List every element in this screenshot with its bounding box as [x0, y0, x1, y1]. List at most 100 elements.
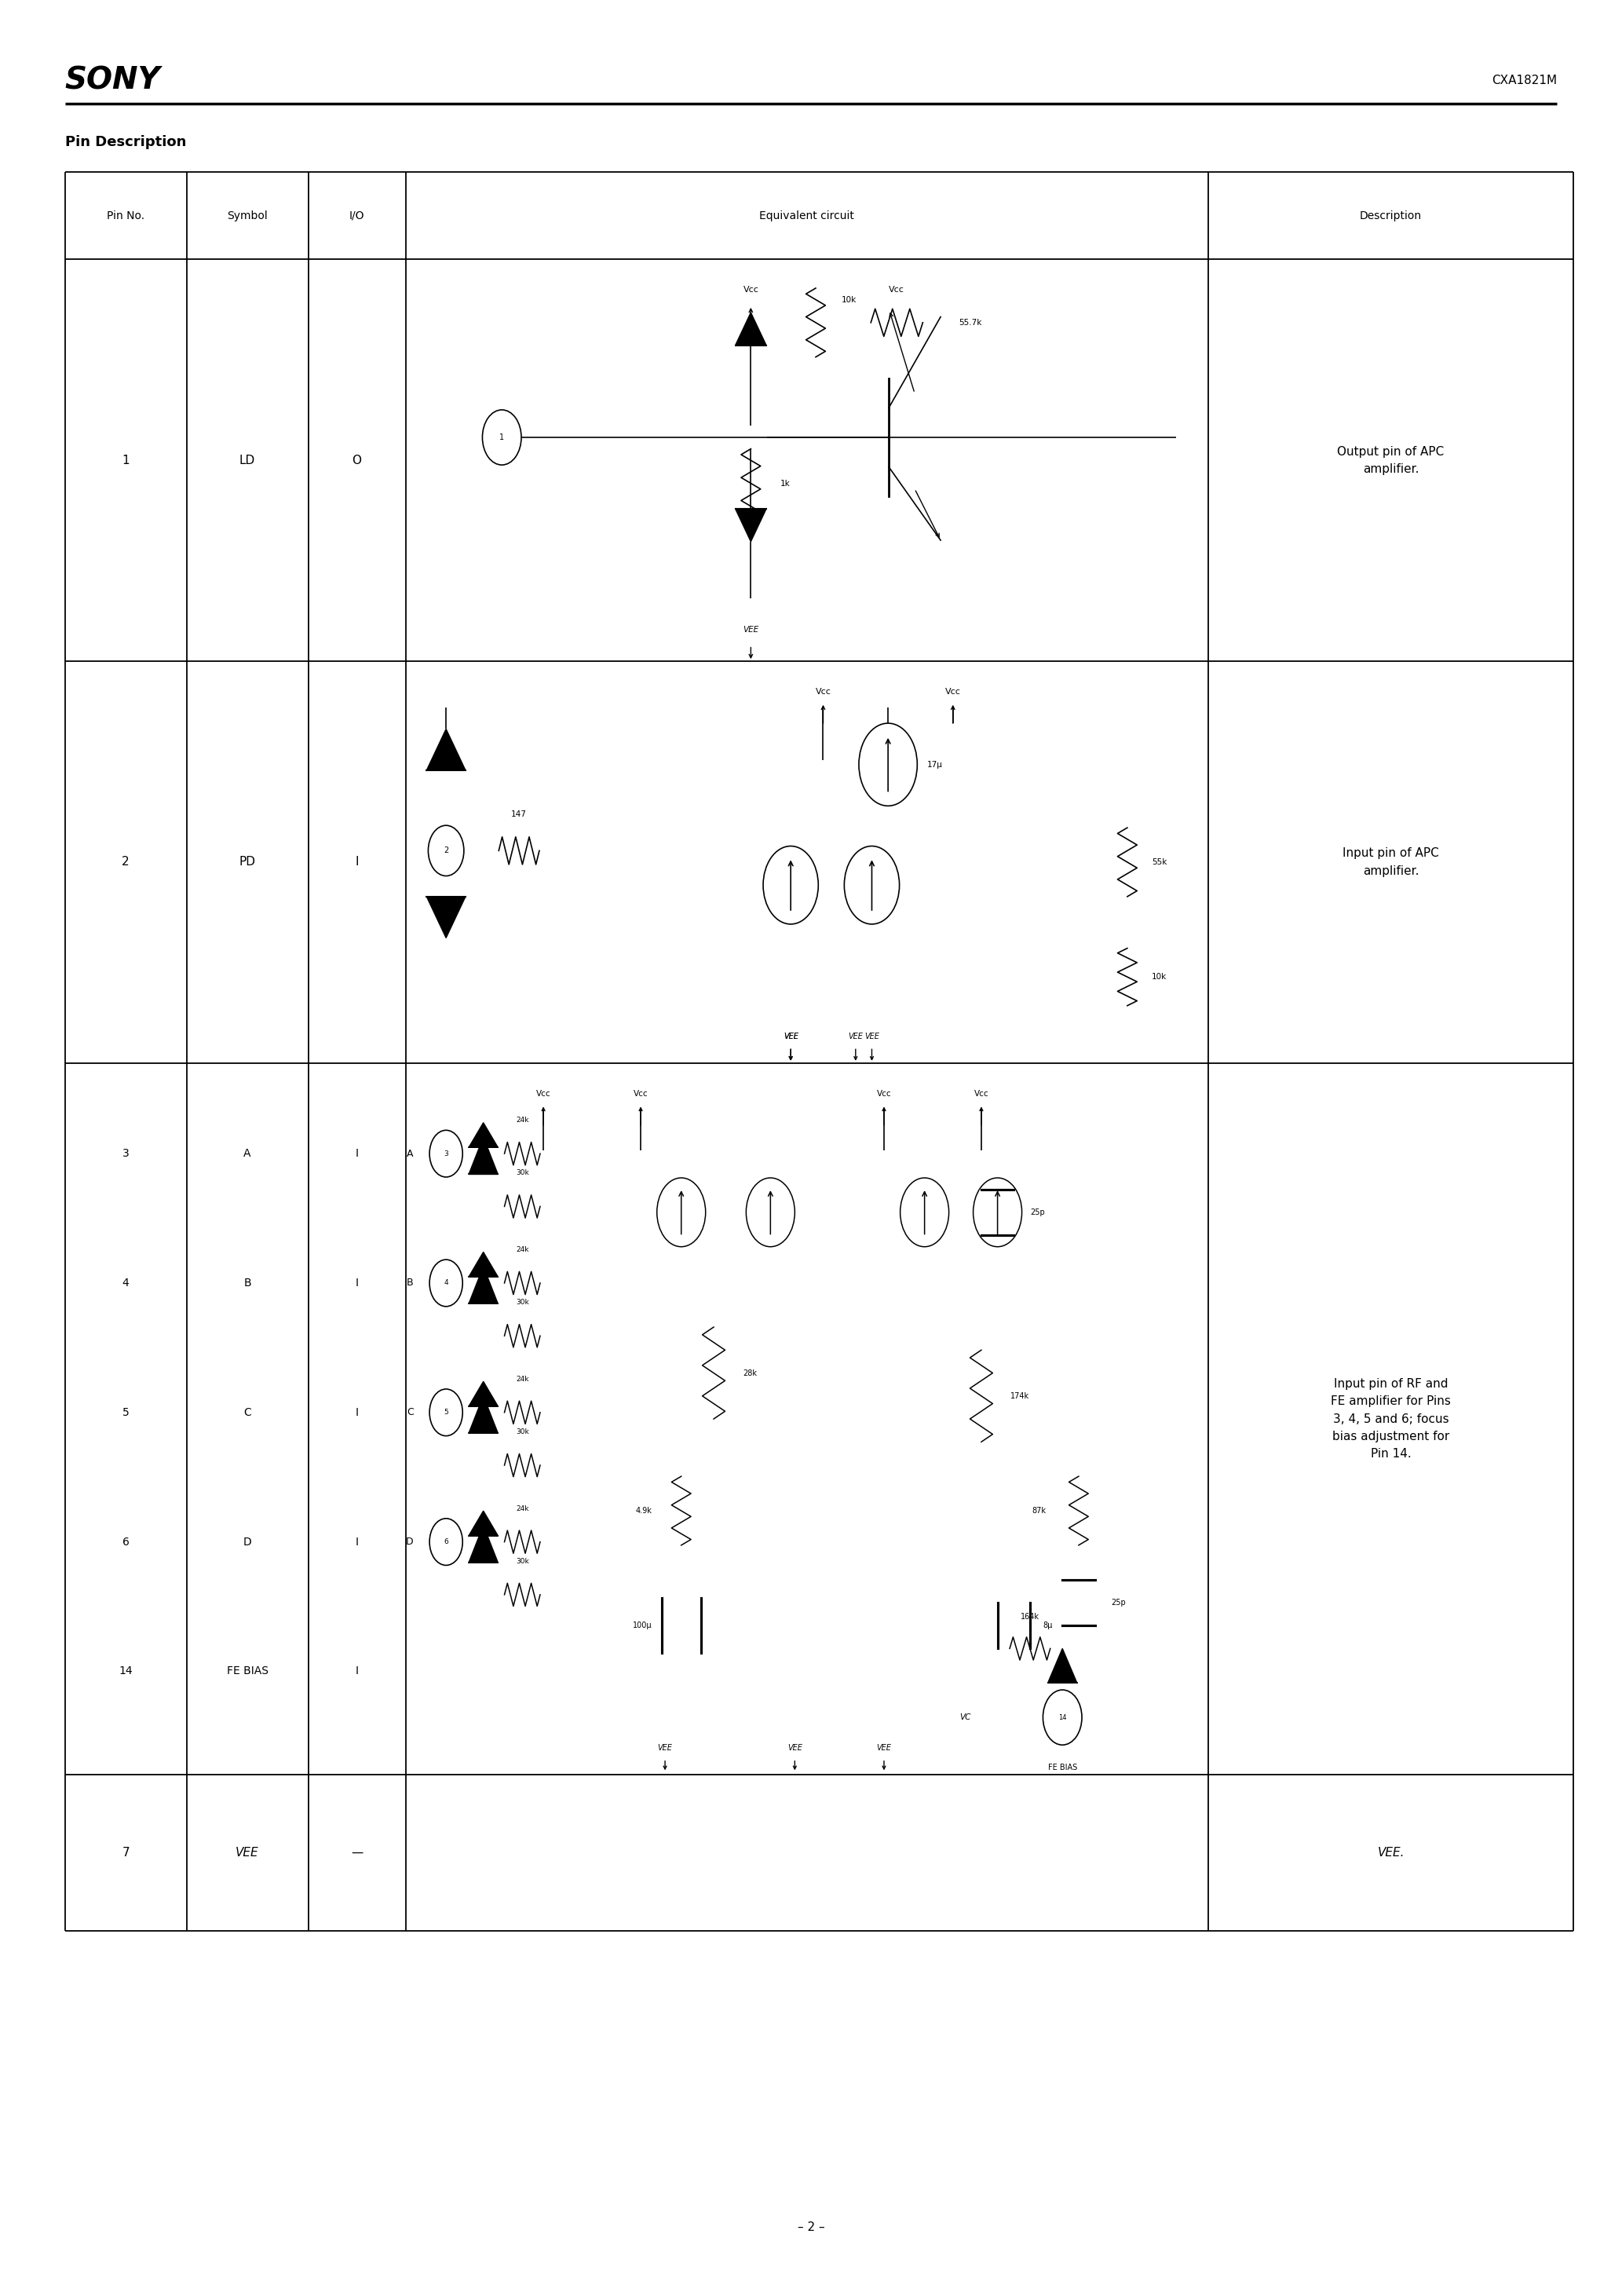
- Text: 7: 7: [122, 1846, 130, 1860]
- Text: VEE: VEE: [783, 1033, 798, 1040]
- Text: Input pin of APC
amplifier.: Input pin of APC amplifier.: [1343, 847, 1439, 877]
- Text: 55k: 55k: [1152, 859, 1166, 866]
- Text: O: O: [352, 455, 362, 466]
- Text: VEE: VEE: [783, 1033, 798, 1040]
- Text: VEE: VEE: [865, 1033, 879, 1040]
- Text: B: B: [243, 1277, 251, 1288]
- Text: —: —: [350, 1846, 363, 1860]
- Text: C: C: [243, 1407, 251, 1419]
- Text: 25p: 25p: [1030, 1208, 1045, 1217]
- Text: D: D: [243, 1536, 251, 1548]
- Polygon shape: [469, 1267, 498, 1304]
- Text: 30k: 30k: [516, 1300, 529, 1306]
- Text: I: I: [355, 856, 358, 868]
- Polygon shape: [1048, 1649, 1077, 1683]
- Text: 17µ: 17µ: [928, 760, 942, 769]
- Text: VEE: VEE: [848, 1033, 863, 1040]
- Polygon shape: [469, 1525, 498, 1564]
- Text: 164k: 164k: [1020, 1614, 1040, 1621]
- Text: Symbol: Symbol: [227, 211, 268, 220]
- Text: Vcc: Vcc: [973, 1091, 989, 1097]
- Text: I: I: [355, 1536, 358, 1548]
- Polygon shape: [735, 510, 766, 542]
- Polygon shape: [469, 1511, 498, 1536]
- Text: 24k: 24k: [516, 1504, 529, 1513]
- Text: 2: 2: [443, 847, 449, 854]
- Text: 28k: 28k: [743, 1368, 757, 1378]
- Text: 24k: 24k: [516, 1116, 529, 1123]
- Text: VEE: VEE: [657, 1745, 673, 1752]
- Text: VEE: VEE: [235, 1846, 260, 1860]
- Polygon shape: [469, 1382, 498, 1405]
- Text: Vcc: Vcc: [535, 1091, 551, 1097]
- Text: B: B: [407, 1279, 414, 1288]
- Text: Vcc: Vcc: [876, 1091, 892, 1097]
- Polygon shape: [427, 898, 466, 939]
- Text: Pin Description: Pin Description: [65, 135, 187, 149]
- Text: 1: 1: [500, 434, 504, 441]
- Text: Input pin of RF and
FE amplifier for Pins
3, 4, 5 and 6; focus
bias adjustment f: Input pin of RF and FE amplifier for Pin…: [1332, 1378, 1450, 1460]
- Text: PD: PD: [238, 856, 256, 868]
- Text: Vcc: Vcc: [633, 1091, 649, 1097]
- Text: FE BIAS: FE BIAS: [227, 1667, 268, 1676]
- Text: Equivalent circuit: Equivalent circuit: [759, 211, 855, 220]
- Text: 174k: 174k: [1011, 1391, 1030, 1401]
- Text: VEE: VEE: [876, 1745, 892, 1752]
- Text: 30k: 30k: [516, 1557, 529, 1566]
- Text: Pin No.: Pin No.: [107, 211, 144, 220]
- Text: 10k: 10k: [1152, 974, 1166, 980]
- Text: 2: 2: [122, 856, 130, 868]
- Text: Description: Description: [1359, 211, 1422, 220]
- Text: I/O: I/O: [349, 211, 365, 220]
- Text: 147: 147: [511, 810, 527, 820]
- Text: FE BIAS: FE BIAS: [1048, 1763, 1077, 1770]
- Text: 30k: 30k: [516, 1428, 529, 1435]
- Text: 14: 14: [1058, 1713, 1067, 1722]
- Text: 14: 14: [118, 1667, 133, 1676]
- Polygon shape: [735, 312, 766, 344]
- Text: 30k: 30k: [516, 1169, 529, 1176]
- Text: A: A: [407, 1148, 414, 1159]
- Polygon shape: [469, 1396, 498, 1433]
- Text: 24k: 24k: [516, 1247, 529, 1254]
- Text: VEE.: VEE.: [1377, 1846, 1405, 1860]
- Text: 6: 6: [444, 1538, 448, 1545]
- Polygon shape: [469, 1137, 498, 1173]
- Text: I: I: [355, 1277, 358, 1288]
- Text: Vcc: Vcc: [743, 287, 759, 294]
- Text: 87k: 87k: [1032, 1506, 1046, 1515]
- Text: VC: VC: [960, 1713, 970, 1722]
- Text: C: C: [407, 1407, 414, 1417]
- Text: 3: 3: [444, 1150, 448, 1157]
- Text: 1: 1: [122, 455, 130, 466]
- Polygon shape: [427, 730, 466, 771]
- Text: A: A: [243, 1148, 251, 1159]
- Text: 55.7k: 55.7k: [959, 319, 981, 326]
- Polygon shape: [469, 1251, 498, 1277]
- Text: 8µ: 8µ: [1043, 1621, 1053, 1630]
- Text: I: I: [355, 1667, 358, 1676]
- Text: 3: 3: [122, 1148, 130, 1159]
- Text: Vcc: Vcc: [816, 689, 830, 696]
- Text: 4: 4: [444, 1279, 448, 1286]
- Text: 10k: 10k: [842, 296, 856, 303]
- Text: VEE: VEE: [743, 627, 759, 634]
- Text: I: I: [355, 1148, 358, 1159]
- Text: D: D: [406, 1536, 414, 1548]
- Text: I: I: [355, 1407, 358, 1419]
- Text: – 2 –: – 2 –: [798, 2220, 824, 2234]
- Text: Output pin of APC
amplifier.: Output pin of APC amplifier.: [1338, 445, 1444, 475]
- Text: CXA1821M: CXA1821M: [1492, 73, 1557, 87]
- Text: Vcc: Vcc: [946, 689, 960, 696]
- Text: 4.9k: 4.9k: [636, 1506, 652, 1515]
- Text: 1k: 1k: [780, 480, 790, 487]
- Text: 5: 5: [122, 1407, 130, 1419]
- Text: Vcc: Vcc: [889, 287, 905, 294]
- Text: 25p: 25p: [1111, 1598, 1126, 1607]
- Text: 4: 4: [122, 1277, 130, 1288]
- Text: 24k: 24k: [516, 1375, 529, 1382]
- Polygon shape: [469, 1123, 498, 1148]
- Text: 6: 6: [122, 1536, 130, 1548]
- Text: SONY: SONY: [65, 67, 161, 94]
- Text: LD: LD: [240, 455, 255, 466]
